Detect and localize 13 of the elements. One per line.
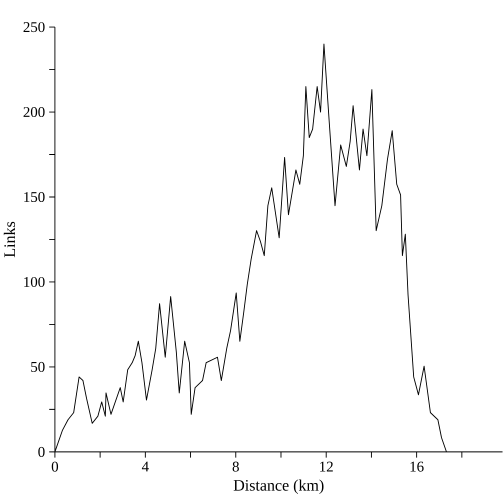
x-axis-title: Distance (km) [234,479,324,494]
x-tick-label: 4 [142,462,149,472]
y-tick-label: 100 [24,276,45,287]
y-tick-label: 0 [38,446,45,457]
x-tick-label: 12 [320,462,333,472]
y-axis-title: Links [4,222,16,258]
x-tick-label: 8 [232,462,239,472]
y-tick-label: 50 [31,362,45,372]
y-tick-label: 200 [24,107,45,118]
x-tick-label: 16 [410,462,424,472]
y-tick-label: 250 [24,22,45,32]
y-tick-label: 150 [24,192,45,202]
x-tick-label: 0 [52,462,58,472]
